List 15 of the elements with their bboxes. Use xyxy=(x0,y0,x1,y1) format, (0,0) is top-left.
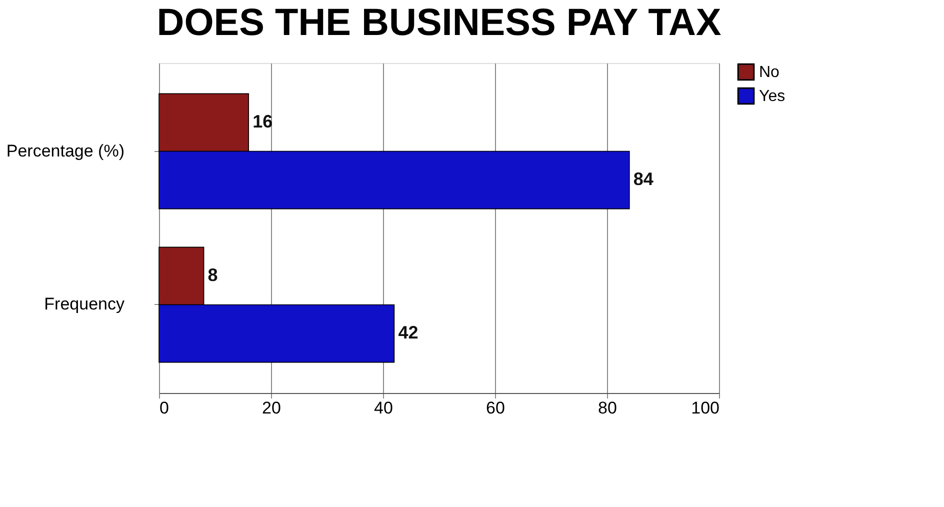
x-tick-label: 40 xyxy=(374,398,393,418)
data-label: 16 xyxy=(252,111,273,132)
data-label: 8 xyxy=(208,264,218,285)
x-tick-label: 100 xyxy=(691,398,720,418)
x-tick-label: 80 xyxy=(598,398,617,418)
legend-label: Yes xyxy=(759,88,786,105)
x-tick-label: 20 xyxy=(262,398,281,418)
chart-title: DOES THE BUSINESS PAY TAX xyxy=(156,2,722,44)
data-label: 84 xyxy=(633,169,654,190)
x-tick-label: 60 xyxy=(486,398,505,418)
legend-label: No xyxy=(759,64,780,81)
y-tick-label: Percentage (%) xyxy=(6,141,124,160)
x-tick-label: 0 xyxy=(160,398,169,418)
data-label: 42 xyxy=(398,322,418,343)
y-tick-label: Frequency xyxy=(44,294,125,314)
